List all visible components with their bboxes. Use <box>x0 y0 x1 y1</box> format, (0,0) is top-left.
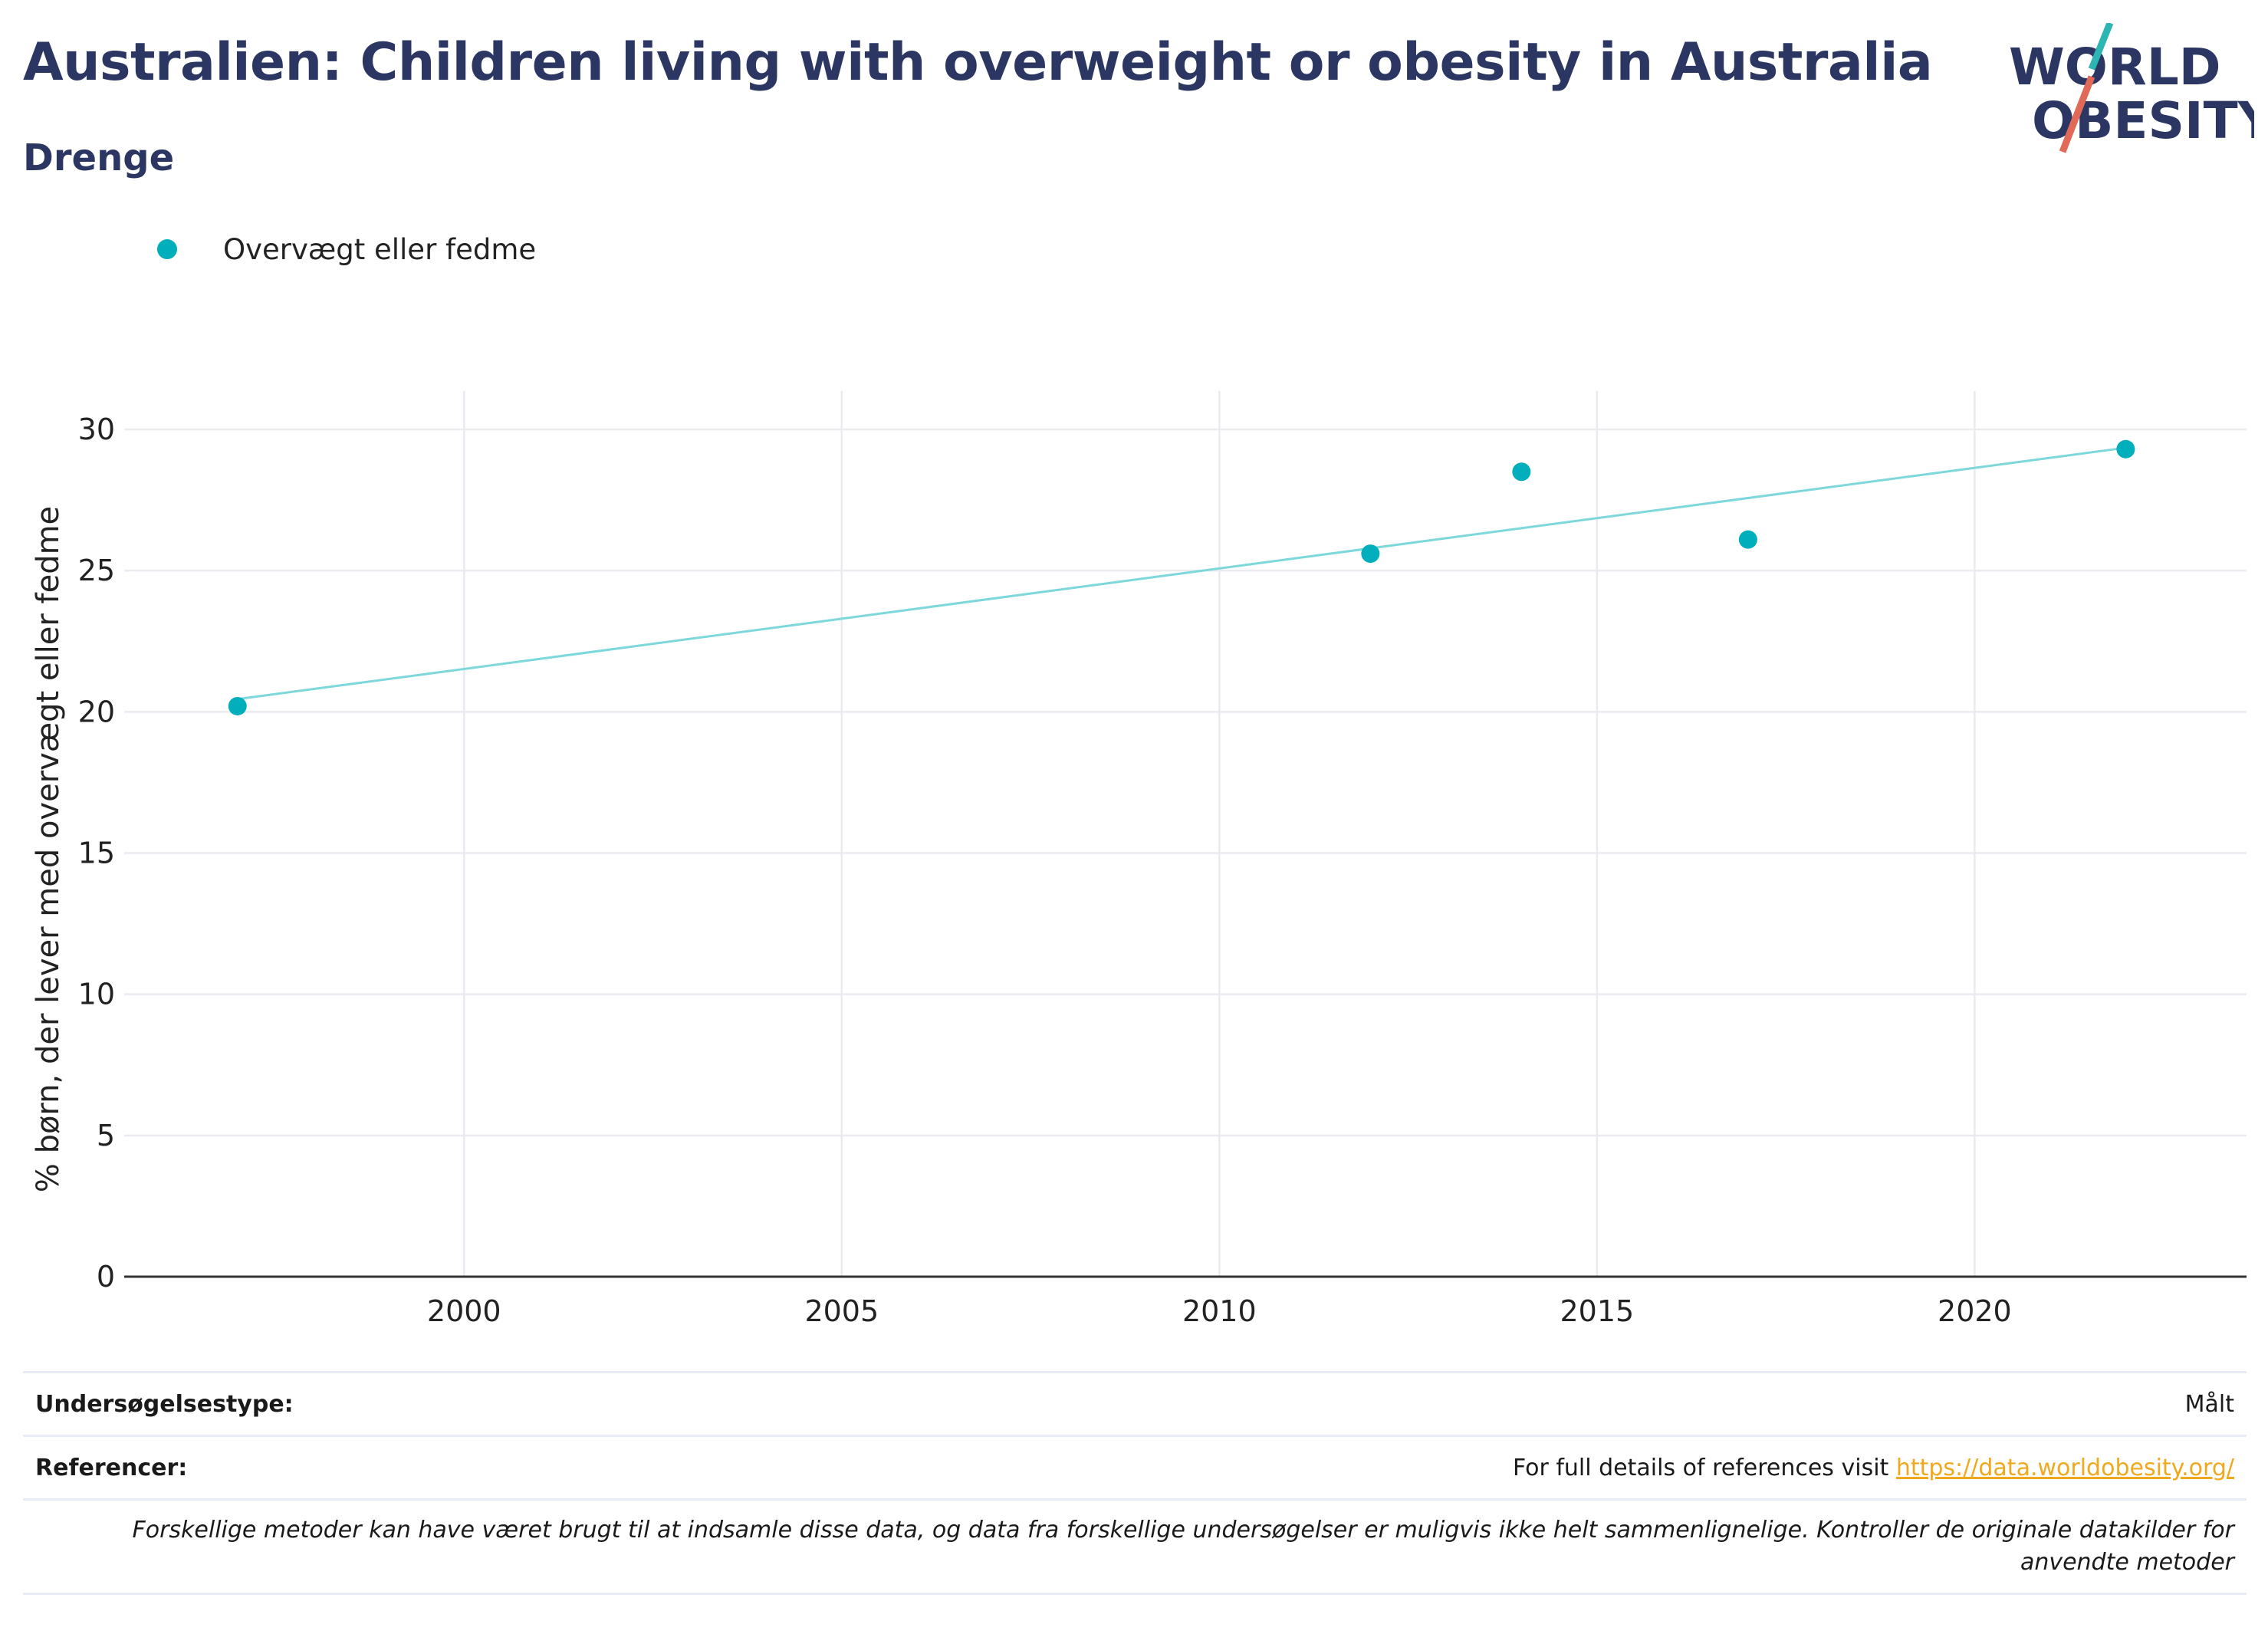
x-tick-label: 2015 <box>1560 1294 1634 1328</box>
data-point[interactable] <box>2116 439 2135 459</box>
chart-title: Australien: Children living with overwei… <box>23 32 1933 93</box>
references-row: Referencer: For full details of referenc… <box>23 1435 2247 1498</box>
scatter-chart: 2000 2005 2010 2015 2020 0 5 10 15 20 25 30 % børn,… <box>31 391 2247 1328</box>
legend-marker <box>157 239 177 259</box>
y-tick-label: 15 <box>78 837 115 870</box>
logo-line-world: WORLD <box>2009 38 2221 97</box>
methods-note: Forskellige metoder kan have været brugt… <box>132 1517 2234 1576</box>
survey-type-value: Målt <box>2184 1390 2234 1418</box>
x-tick-label: 2010 <box>1182 1294 1257 1328</box>
data-points <box>228 439 2135 715</box>
data-point[interactable] <box>1738 530 1757 549</box>
x-tick-label: 2020 <box>1938 1294 2012 1328</box>
logo-slash-teal <box>2088 23 2114 71</box>
trend-line <box>237 446 2126 701</box>
references-text: For full details of references visit <box>1512 1454 1889 1481</box>
y-tick-label: 25 <box>78 554 115 587</box>
y-tick-label: 10 <box>78 978 115 1011</box>
y-tick-label: 20 <box>78 695 115 728</box>
y-tick-label: 0 <box>97 1260 115 1294</box>
axes: 2000 2005 2010 2015 2020 0 5 10 15 20 25 30 <box>78 413 2247 1328</box>
info-table: Undersøgelsestype: Målt Referencer: For … <box>23 1371 2247 1595</box>
survey-type-row: Undersøgelsestype: Målt <box>23 1371 2247 1435</box>
methods-note-row: Forskellige metoder kan have været brugt… <box>23 1498 2247 1595</box>
chart-legend[interactable]: Overvægt eller fedme <box>157 230 536 268</box>
data-point[interactable] <box>1361 544 1380 564</box>
x-tick-label: 2005 <box>804 1294 879 1328</box>
survey-type-label: Undersøgelsestype: <box>35 1390 294 1418</box>
logo-slash-coral <box>2059 75 2095 153</box>
world-obesity-logo: WORLD OBESITY <box>2009 23 2254 153</box>
references-link[interactable]: https://data.worldobesity.org/ <box>1895 1454 2234 1481</box>
y-tick-label: 30 <box>78 413 115 446</box>
chart-subtitle: Drenge <box>23 136 175 179</box>
x-tick-label: 2000 <box>427 1294 501 1328</box>
references-label: Referencer: <box>35 1454 188 1481</box>
grid-lines <box>124 391 2247 1277</box>
references-value: For full details of references visit htt… <box>1513 1455 2234 1481</box>
legend-label: Overvægt eller fedme <box>223 232 537 266</box>
y-tick-label: 5 <box>97 1119 115 1152</box>
data-point[interactable] <box>228 696 247 715</box>
data-point[interactable] <box>1512 462 1531 482</box>
y-axis-title: % børn, der lever med overvægt eller fed… <box>31 506 66 1192</box>
